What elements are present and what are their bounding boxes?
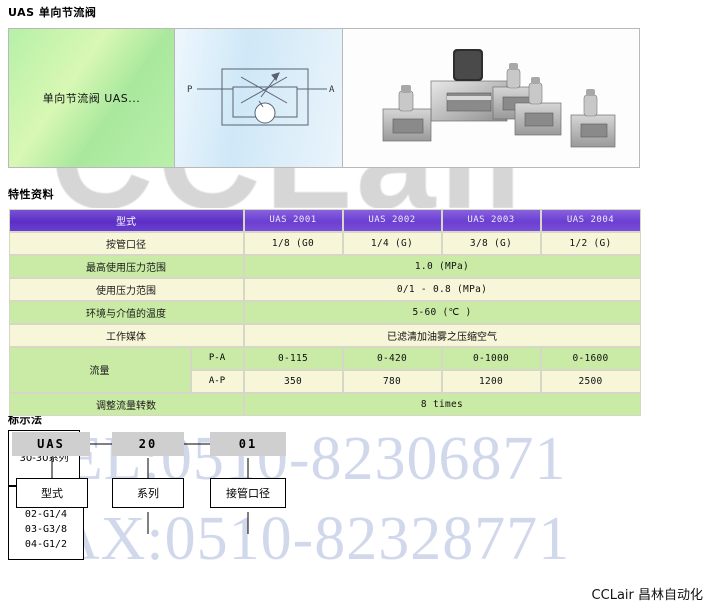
code-segment-port: 01 <box>210 432 286 456</box>
code-segment-series: 20 <box>112 432 184 456</box>
marking-section-title: 标示法 <box>8 413 43 426</box>
diagram-connector-lines <box>51 443 249 534</box>
cell-flow-ap-2: 780 <box>342 369 442 393</box>
cell-flow-ap-3: 1200 <box>441 369 541 393</box>
cell-flow-pa-4: 0-1600 <box>540 346 641 370</box>
sub-label-flow-pa: P-A <box>190 346 244 370</box>
cell-flow-pa-2: 0-420 <box>342 346 442 370</box>
cell-working-pressure: 0/1 - 0.8 (MPa) <box>243 277 641 301</box>
cell-max-pressure: 1.0 (MPa) <box>243 254 641 278</box>
cell-port-size-1: 1/8 (G0 <box>243 231 343 255</box>
col-header-model-3: UAS 2003 <box>441 208 541 232</box>
series-option-2: 30-30系列 <box>19 453 69 464</box>
port-option-2: 02-G1/4 <box>24 509 68 520</box>
row-label-temperature: 环境与介值的温度 <box>8 300 244 324</box>
cell-flow-ap-4: 2500 <box>540 369 641 393</box>
table-row: 调整流量转数 8 times <box>8 392 641 416</box>
sub-label-flow-ap: A-P <box>190 369 244 393</box>
label-box-port: 接管口径 <box>210 478 286 508</box>
table-row: 按管口径 1/8 (G0 1/4 (G) 3/8 (G) 1/2 (G) <box>8 231 641 255</box>
cell-port-size-4: 1/2 (G) <box>540 231 641 255</box>
product-photo-panel <box>343 29 639 167</box>
row-label-flow: 流量 <box>8 346 191 393</box>
product-banner: 单向节流阀 UAS... P A <box>8 28 640 168</box>
cell-adjust-turns: 8 times <box>243 392 641 416</box>
brand-footer: CCLair 昌林自动化 <box>591 588 703 603</box>
table-row: 流量 P-A 0-115 0-420 0-1000 0-1600 <box>8 346 641 393</box>
col-header-model-2: UAS 2002 <box>342 208 442 232</box>
table-row: 最高使用压力范围 1.0 (MPa) <box>8 254 641 278</box>
cell-temperature: 5-60 (℃ ) <box>243 300 641 324</box>
col-header-model-4: UAS 2004 <box>540 208 641 232</box>
symbol-port-p-label: P <box>187 85 193 95</box>
product-name-label: 单向节流阀 UAS... <box>42 92 141 105</box>
label-box-series: 系列 <box>112 478 184 508</box>
product-name-panel: 单向节流阀 UAS... <box>9 29 175 167</box>
row-label-max-pressure: 最高使用压力范围 <box>8 254 244 278</box>
col-header-model-1: UAS 2001 <box>243 208 343 232</box>
cell-medium: 已滤清加油雾之压缩空气 <box>243 323 641 347</box>
specification-table: 型式 UAS 2001 UAS 2002 UAS 2003 UAS 2004 按… <box>8 208 641 416</box>
table-header-row: 型式 UAS 2001 UAS 2002 UAS 2003 UAS 2004 <box>8 208 641 232</box>
spec-section-title: 特性资料 <box>8 188 54 201</box>
throttle-check-valve-symbol-icon: P A <box>187 68 335 126</box>
col-header-type: 型式 <box>8 208 244 232</box>
page-title: UAS 单向节流阀 <box>8 6 97 19</box>
table-row: 工作媒体 已滤清加油雾之压缩空气 <box>8 323 641 347</box>
row-label-medium: 工作媒体 <box>8 323 244 347</box>
symbol-port-a-label: A <box>329 85 335 95</box>
row-label-adjust-turns: 调整流量转数 <box>8 392 244 416</box>
table-row: 环境与介值的温度 5-60 (℃ ) <box>8 300 641 324</box>
cell-flow-ap-1: 350 <box>243 369 343 393</box>
model-code-diagram: UAS 20 01 型式 系列 接管口径 20-20系列 30-30系列 01-… <box>8 430 308 610</box>
row-label-working-pressure: 使用压力范围 <box>8 277 244 301</box>
cell-port-size-3: 3/8 (G) <box>441 231 541 255</box>
port-option-3: 03-G3/8 <box>24 524 68 535</box>
port-option-4: 04-G1/2 <box>24 539 68 550</box>
label-box-type: 型式 <box>16 478 88 508</box>
code-segment-type: UAS <box>12 432 90 456</box>
cell-flow-pa-1: 0-115 <box>243 346 343 370</box>
pneumatic-symbol-panel: P A <box>175 29 343 167</box>
cell-port-size-2: 1/4 (G) <box>342 231 442 255</box>
table-row: 使用压力范围 0/1 - 0.8 (MPa) <box>8 277 641 301</box>
row-label-port-size: 按管口径 <box>8 231 244 255</box>
valve-product-photo <box>382 49 616 148</box>
cell-flow-pa-3: 0-1000 <box>441 346 541 370</box>
